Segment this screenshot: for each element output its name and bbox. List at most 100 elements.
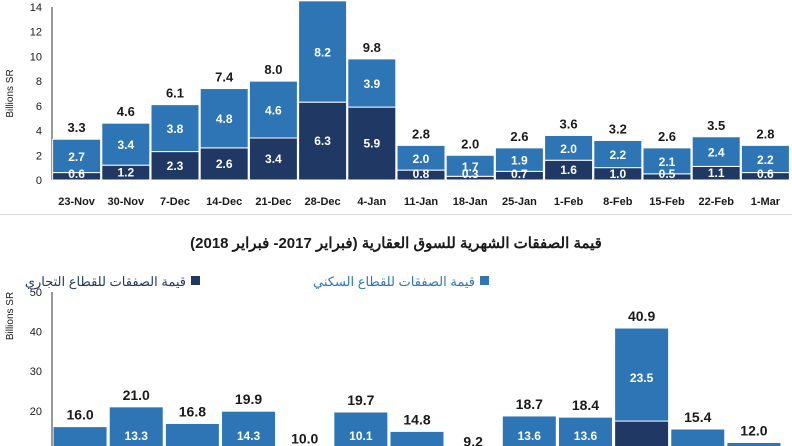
bottom-residential-value-label: 14.3 [237, 429, 261, 443]
top-residential-value-label: 3.8 [167, 122, 184, 136]
top-commercial-value-label: 1.0 [609, 167, 626, 181]
bottom-residential-value-label: 13.6 [518, 429, 542, 443]
top-residential-value-label: 2.7 [68, 150, 85, 164]
bottom-bar-residential [52, 426, 108, 446]
bottom-y-axis-label: Billions SR [5, 292, 16, 340]
bottom-residential-value-label: 13.6 [574, 429, 598, 443]
top-x-tick-label: 4-Jan [357, 196, 386, 208]
top-commercial-value-label: 0.6 [757, 167, 774, 181]
top-total-label: 3.3 [68, 120, 86, 135]
top-total-label: 2.0 [461, 136, 479, 151]
top-commercial-value-label: 0.8 [413, 167, 430, 181]
top-bar-residential [199, 88, 249, 149]
top-x-tick-label: 14-Dec [206, 196, 242, 208]
top-total-label: 2.6 [510, 129, 528, 144]
legend-swatch-residential [480, 276, 489, 285]
bottom-total-label: 19.7 [347, 392, 374, 408]
top-bar-residential [642, 147, 692, 175]
bottom-total-label: 21.0 [123, 387, 150, 403]
top-residential-value-label: 4.6 [265, 104, 282, 118]
top-residential-value-label: 2.2 [609, 148, 626, 162]
bottom-total-label: 15.4 [684, 409, 711, 425]
top-x-tick-label: 7-Dec [160, 196, 190, 208]
top-total-label: 3.5 [707, 118, 725, 133]
top-total-label: 2.8 [756, 126, 774, 141]
top-bar-residential [248, 80, 298, 139]
top-bar-residential [494, 147, 544, 172]
top-x-tick-label: 25-Jan [502, 196, 537, 208]
top-commercial-value-label: 2.6 [216, 157, 233, 171]
bottom-bar-residential [557, 416, 613, 446]
top-residential-value-label: 8.2 [314, 45, 331, 59]
top-commercial-value-label: 1.2 [117, 166, 134, 180]
top-residential-value-label: 2.0 [413, 152, 430, 166]
top-x-tick-label: 22-Feb [698, 196, 734, 208]
top-commercial-value-label: 6.3 [314, 134, 331, 148]
top-y-tick-label: 0 [36, 175, 42, 187]
bottom-bar-commercial [614, 420, 670, 446]
bottom-total-label: 12.0 [740, 422, 767, 438]
legend-label-commercial: قيمة الصفقات للقطاع التجاري [25, 274, 186, 290]
top-commercial-value-label: 2.3 [167, 159, 184, 173]
top-commercial-value-label: 0.3 [462, 167, 479, 181]
top-commercial-value-label: 0.5 [659, 167, 676, 181]
top-bar-residential [445, 154, 495, 177]
top-bar-residential [396, 144, 446, 171]
top-commercial-value-label: 3.4 [265, 152, 282, 166]
top-residential-value-label: 3.9 [363, 77, 380, 91]
bottom-y-tick-label: 20 [30, 406, 42, 418]
legend: قيمة الصفقات للقطاع التجاري قيمة الصفقات… [25, 274, 489, 290]
bottom-total-label: 19.9 [235, 391, 262, 407]
bottom-residential-value-label: 10.1 [349, 429, 373, 443]
bottom-bar-residential [501, 415, 557, 446]
bottom-bar-residential [221, 410, 277, 446]
top-y-tick-label: 12 [30, 27, 42, 39]
top-bar-commercial [347, 106, 397, 181]
bottom-bar-residential [108, 406, 164, 446]
chart-divider [0, 214, 792, 215]
bottom-chart-title: قيمة الصفقات الشهرية للسوق العقارية (فبر… [190, 235, 602, 252]
top-commercial-value-label: 1.6 [560, 163, 577, 177]
top-x-tick-label: 8-Feb [603, 196, 633, 208]
bottom-bar-residential [333, 411, 389, 446]
top-chart: Billions SR 0 2 4 6 8 10 12 14 0.6 2.7 3.3 23-Nov 1.2… [5, 0, 790, 208]
top-bar-residential [691, 136, 741, 167]
top-x-tick-label: 30-Nov [107, 196, 145, 208]
top-commercial-value-label: 0.6 [68, 167, 85, 181]
top-residential-value-label: 2.4 [708, 146, 725, 160]
bottom-total-label: 16.8 [179, 403, 206, 419]
top-total-label: 2.8 [412, 126, 430, 141]
top-bar-residential [52, 138, 102, 174]
top-bar-commercial [150, 151, 200, 181]
top-x-tick-label: 1-Feb [554, 196, 584, 208]
top-y-tick-label: 6 [36, 101, 42, 113]
top-residential-value-label: 2.0 [560, 142, 577, 156]
bottom-bar-residential [670, 428, 726, 446]
top-commercial-value-label: 5.9 [363, 137, 380, 151]
top-y-tick-label: 14 [30, 2, 42, 14]
bottom-residential-value-label: 23.5 [630, 371, 654, 385]
top-bar-residential [740, 144, 790, 174]
top-x-tick-label: 21-Dec [255, 196, 291, 208]
bottom-total-label: 9.2 [463, 434, 483, 446]
bottom-bar-residential [726, 441, 782, 446]
bottom-bar-residential [389, 430, 445, 446]
top-residential-value-label: 1.9 [511, 154, 528, 168]
top-total-label: 2.6 [658, 129, 676, 144]
bottom-total-label: 10.0 [291, 430, 318, 446]
top-bar-residential [150, 104, 200, 153]
bottom-total-label: 18.4 [572, 397, 599, 413]
top-residential-value-label: 1.7 [462, 160, 479, 174]
top-residential-value-label: 2.1 [659, 155, 676, 169]
top-total-label: 4.6 [117, 104, 135, 119]
top-total-label: 9.8 [363, 40, 381, 55]
top-bar-residential [101, 122, 151, 166]
top-x-tick-label: 15-Feb [649, 196, 685, 208]
top-y-tick-label: 2 [36, 150, 42, 162]
top-total-label: 8.0 [264, 62, 282, 77]
top-x-tick-label: 23-Nov [58, 196, 96, 208]
bottom-y-tick-label: 40 [30, 327, 42, 339]
top-total-label: 7.4 [215, 70, 234, 85]
top-total-label: 3.6 [560, 117, 578, 132]
